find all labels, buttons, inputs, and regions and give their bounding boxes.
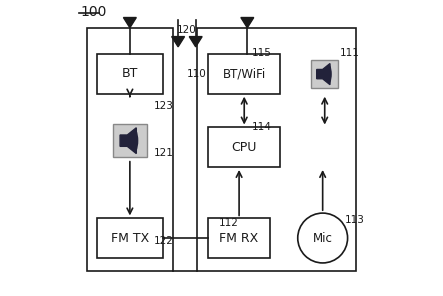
Polygon shape: [120, 128, 136, 154]
Bar: [97, 218, 163, 258]
Text: CPU: CPU: [232, 141, 257, 154]
Bar: [311, 60, 338, 88]
Text: 113: 113: [345, 215, 365, 226]
Text: 123: 123: [153, 101, 173, 111]
Text: Mic: Mic: [313, 231, 333, 244]
Bar: [197, 28, 356, 271]
Text: 120: 120: [177, 25, 197, 35]
Text: FM TX: FM TX: [111, 232, 149, 245]
Bar: [87, 28, 173, 271]
Bar: [208, 54, 280, 94]
Text: 112: 112: [218, 218, 238, 229]
Text: 115: 115: [252, 48, 272, 58]
Text: BT: BT: [122, 67, 138, 81]
Bar: [97, 54, 163, 94]
Text: 110: 110: [187, 69, 207, 79]
Bar: [113, 124, 147, 157]
Bar: [208, 218, 270, 258]
Polygon shape: [171, 37, 185, 47]
Text: BT/WiFi: BT/WiFi: [222, 67, 266, 81]
Polygon shape: [317, 64, 330, 85]
Text: 121: 121: [153, 148, 173, 158]
Text: 122: 122: [153, 236, 173, 246]
Polygon shape: [124, 17, 136, 28]
Polygon shape: [189, 37, 202, 47]
Polygon shape: [241, 17, 254, 28]
Bar: [208, 128, 280, 167]
Text: 111: 111: [340, 48, 360, 58]
Text: 100: 100: [80, 5, 107, 19]
Ellipse shape: [298, 213, 348, 263]
Text: 114: 114: [252, 122, 272, 132]
Text: FM RX: FM RX: [219, 232, 259, 245]
